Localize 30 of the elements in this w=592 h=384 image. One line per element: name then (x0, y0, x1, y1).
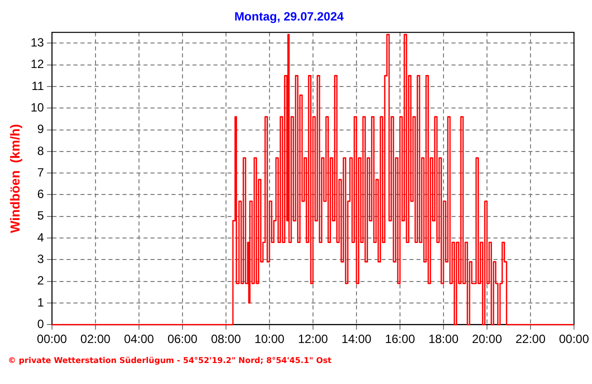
y-tick-label: 2 (37, 274, 44, 288)
x-tick-label: 22:00 (515, 332, 546, 346)
x-tick-label: 00:00 (36, 332, 68, 346)
x-tick-label: 04:00 (124, 332, 154, 346)
x-tick-label: 18:00 (428, 332, 459, 346)
y-tick-label: 12 (30, 57, 44, 72)
x-tick-label: 06:00 (167, 332, 198, 346)
y-axis-title: Windböen (km/h) (7, 124, 22, 233)
x-tick-label: 02:00 (80, 332, 111, 346)
x-tick-label: 00:00 (558, 332, 590, 346)
y-tick-label: 9 (37, 122, 44, 136)
y-tick-label: 11 (31, 78, 44, 93)
x-tick-label: 20:00 (472, 332, 502, 346)
y-tick-label: 10 (30, 100, 44, 114)
x-tick-label: 10:00 (254, 332, 285, 346)
y-tick-label: 5 (37, 208, 44, 223)
y-tick-label: 8 (37, 144, 44, 158)
y-tick-label: 3 (37, 252, 44, 266)
chart-title: Montag, 29.07.2024 (234, 10, 344, 24)
y-tick-label: 0 (37, 316, 44, 331)
x-tick-label: 08:00 (210, 332, 242, 346)
x-tick-label: 12:00 (298, 332, 328, 346)
y-tick-label: 1 (37, 295, 44, 310)
x-tick-label: 16:00 (384, 332, 416, 346)
y-tick-label: 13 (30, 36, 44, 50)
y-tick-label: 4 (37, 230, 44, 244)
y-tick-label: 7 (37, 165, 44, 180)
x-tick-label: 14:00 (341, 332, 372, 346)
text: © private Wetterstation Süderlügum - 54°52'19.2" Nord; 8°54'45.1" Ost (8, 356, 332, 365)
y-tick-label: 6 (37, 187, 44, 202)
